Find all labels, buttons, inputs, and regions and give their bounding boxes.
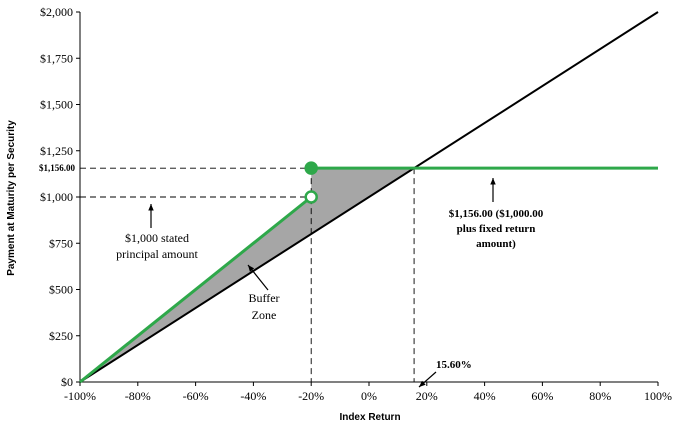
x-tick-label: 80%	[589, 389, 611, 403]
x-tick-label: -60%	[183, 389, 209, 403]
x-tick-label: -100%	[64, 389, 96, 403]
index-series-line	[79, 11, 659, 383]
arrow-breakeven-head	[419, 380, 426, 387]
annotation-buffer-line1: Buffer	[248, 291, 279, 305]
x-tick-label: -80%	[125, 389, 151, 403]
y-tick-label: $1,500	[40, 98, 73, 112]
y-tick-label: $1,750	[40, 51, 73, 65]
y-tick-label-fixed: $1,156.00	[39, 163, 76, 173]
annotation-principal-line2: principal amount	[116, 247, 198, 261]
y-tick-label: $750	[49, 236, 73, 250]
arrow-buffer-head	[248, 265, 255, 272]
y-tick-label: $500	[49, 283, 73, 297]
x-ticks: -100% -80% -60% -40% -20% 0% 20% 40% 60% 80% 100%	[64, 382, 672, 403]
filled-marker	[304, 161, 318, 175]
y-tick-label: $2,000	[40, 5, 73, 19]
x-tick-label: 0%	[361, 389, 377, 403]
y-axis-title: Payment at Maturity per Security	[6, 120, 17, 276]
markers	[304, 161, 318, 204]
x-tick-label: 40%	[474, 389, 496, 403]
arrow-principal-head	[148, 204, 154, 211]
x-tick-label: 60%	[531, 389, 553, 403]
x-tick-label: 20%	[416, 389, 438, 403]
y-tick-label: $1,250	[40, 144, 73, 158]
open-marker	[304, 190, 318, 204]
annotation-buffer-line2: Zone	[252, 308, 277, 322]
annotation-fixed-line3: amount)	[476, 238, 516, 250]
arrow-fixed-head	[490, 178, 496, 185]
y-tick-label: $250	[49, 329, 73, 343]
annotation-fixed-line2: plus fixed return	[457, 223, 536, 235]
y-tick-label: $1,000	[40, 190, 73, 204]
x-tick-label: -40%	[240, 389, 266, 403]
series-lines	[79, 11, 659, 384]
x-axis-title: Index Return	[339, 412, 400, 423]
y-tick-label: $0	[61, 375, 73, 389]
annotation-arrows	[148, 178, 496, 388]
security-lower-series-line	[79, 195, 313, 384]
y-ticks: $0 $250 $500 $750 $1,000 $1,250 $1,500 $1,750 $2…	[39, 5, 80, 389]
x-tick-label: -20%	[298, 389, 324, 403]
annotation-breakeven: 15.60%	[436, 359, 472, 371]
guide-lines	[80, 167, 415, 382]
annotation-fixed-line1: $1,156.00 ($1,000.00	[449, 208, 544, 220]
x-tick-label: 100%	[644, 389, 672, 403]
annotation-principal-line1: $1,000 stated	[125, 231, 189, 245]
